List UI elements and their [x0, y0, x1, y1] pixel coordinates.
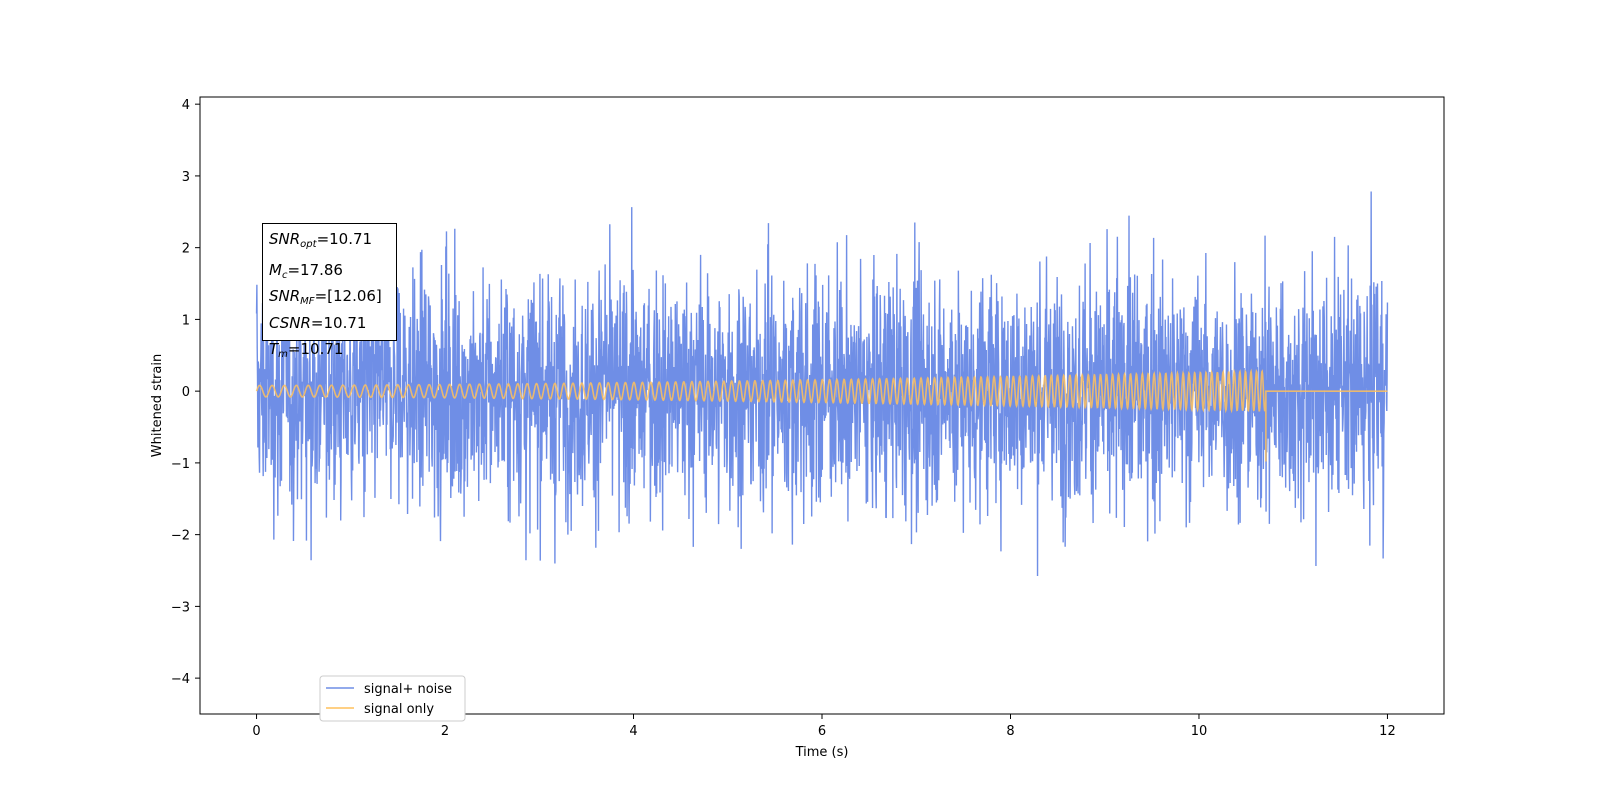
x-tick-label: 0 [252, 724, 260, 739]
y-tick-label: 4 [182, 98, 190, 113]
y-tick-label: 3 [182, 170, 190, 185]
legend-box [319, 675, 466, 722]
y-axis-label: Whitened strain [150, 354, 165, 457]
y-tick-label: 2 [182, 242, 190, 257]
annotation-snr-opt: SNRopt=10.71 [269, 230, 373, 250]
y-tick-label: 1 [182, 313, 190, 328]
annotation-chirp-mass: Mc=17.86 [269, 260, 343, 281]
y-tick-label: −1 [171, 457, 190, 472]
y-tick-label: 0 [182, 385, 190, 400]
annotation-csnr: CSNR=10.71 [269, 313, 367, 332]
legend-label-signal-plus-noise: signal+ noise [364, 682, 452, 697]
y-tick-label: −2 [171, 529, 190, 544]
y-tick-label: −4 [171, 672, 190, 687]
x-axis-label: Time (s) [795, 745, 849, 760]
series-line-signal-plus-noise [255, 191, 1389, 577]
series-line-signal-only [255, 368, 1388, 462]
y-axis: −4 −3 −2 −1 0 1 2 3 4 [171, 98, 200, 687]
annotation-merger-time: Tm=10.71 [269, 340, 344, 360]
legend-label-signal-only: signal only [364, 702, 434, 717]
x-tick-label: 10 [1191, 724, 1208, 739]
y-tick-label: −3 [171, 600, 190, 615]
annotation-snr-mf: SNRMF=[12.06] [269, 287, 382, 307]
legend: signal+ noise signal only [319, 675, 466, 722]
plot-area [255, 191, 1389, 577]
x-tick-label: 8 [1006, 724, 1014, 739]
x-tick-label: 12 [1379, 724, 1396, 739]
x-tick-label: 4 [629, 724, 637, 739]
x-tick-label: 2 [441, 724, 449, 739]
x-tick-label: 6 [818, 724, 826, 739]
annotation-box: SNRopt=10.71 Mc=17.86 SNRMF=[12.06] CSNR… [262, 223, 397, 360]
